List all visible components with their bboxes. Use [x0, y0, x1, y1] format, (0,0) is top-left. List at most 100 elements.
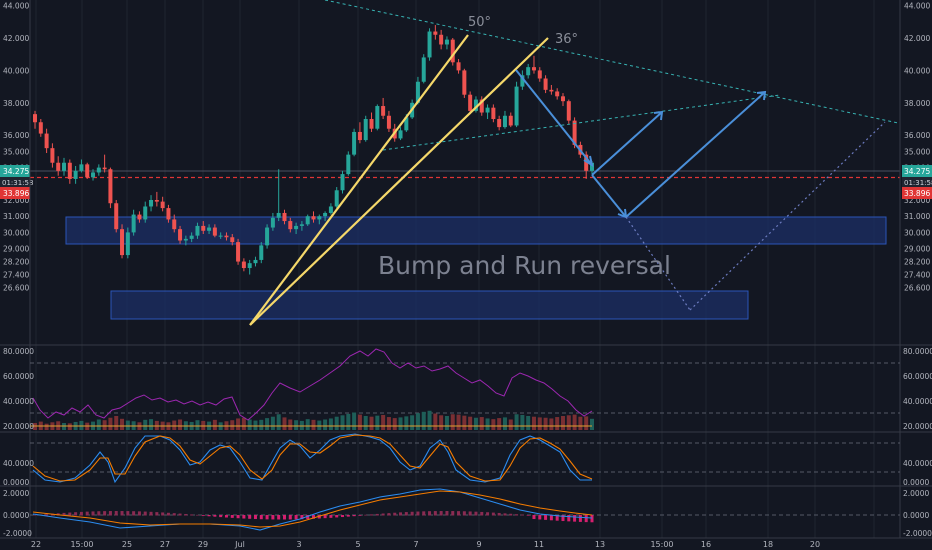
macd-bar [358, 515, 362, 516]
macd-bar [312, 515, 315, 519]
candle-body [491, 107, 496, 119]
candle-body [73, 170, 78, 179]
stochastic-pane [30, 433, 900, 484]
price-tick-left: 29.000 [3, 245, 29, 254]
macd-bar [137, 511, 141, 516]
candle [421, 54, 426, 84]
candle-body [178, 229, 183, 241]
volume-bar [410, 415, 415, 430]
candle-body [514, 86, 519, 126]
candle [560, 93, 565, 107]
candle-body [462, 70, 467, 95]
volume-bar [433, 413, 438, 430]
candle-body [537, 70, 542, 79]
volume-bar [172, 420, 177, 430]
candle [96, 164, 101, 176]
candle [398, 127, 403, 141]
candle-body [131, 214, 136, 233]
candle-body [270, 217, 275, 228]
candle [56, 156, 61, 176]
candle-body [590, 162, 594, 171]
candle-body [224, 235, 229, 238]
candle-body [154, 200, 159, 202]
macd-bar [323, 515, 327, 519]
candle [276, 169, 281, 222]
candle-body [201, 225, 206, 231]
candle-body [473, 99, 478, 111]
last-price-value: 34.275 [904, 167, 930, 176]
price-tick-left: 30.000 [3, 228, 29, 237]
level-badge [902, 187, 932, 199]
candle [555, 88, 560, 100]
dotted-projection [625, 121, 886, 311]
volume-bar [270, 416, 275, 430]
macd-bar [561, 515, 565, 522]
candle [439, 29, 444, 50]
time-tick: 15:00 [650, 540, 673, 549]
countdown-value-left: 01:31:58 [2, 179, 33, 187]
macd-bar [172, 513, 176, 516]
angle-label-36: 36° [555, 32, 578, 47]
candle-body [79, 164, 84, 171]
macd-bar [532, 515, 536, 520]
candle [73, 165, 78, 184]
volume-bar [566, 415, 571, 430]
volume-bar [102, 420, 107, 430]
candle [236, 238, 241, 265]
candle [67, 159, 72, 184]
candle [311, 211, 316, 223]
pattern-label: Bump and Run reversal [378, 251, 671, 280]
macd-bar [428, 511, 432, 516]
rsi-pane [30, 348, 900, 430]
candle-body [218, 235, 223, 237]
candle-body [375, 106, 380, 129]
svg-text:80.0000: 80.0000 [3, 347, 34, 356]
svg-text:60.0000: 60.0000 [903, 372, 932, 381]
price-tick-left: 31.000 [3, 212, 29, 221]
volume-bar [392, 418, 397, 430]
candle-body [253, 259, 258, 264]
candle-body [543, 78, 548, 90]
time-tick: 11 [534, 540, 544, 549]
volume-bar [299, 420, 304, 430]
candle [381, 97, 386, 119]
macd-bar [79, 511, 83, 516]
macd-bar [126, 511, 130, 516]
candle [456, 59, 461, 74]
macd-pane [30, 488, 900, 531]
macd-bar [184, 513, 188, 516]
macd-bar [439, 511, 443, 516]
volume-bar [404, 416, 409, 430]
volume-bar [108, 417, 113, 430]
macd-bar [201, 515, 205, 516]
candle [288, 217, 293, 233]
time-tick: 27 [160, 540, 170, 549]
candle-body [531, 67, 536, 71]
candle-body [502, 115, 507, 128]
arrow-down-2 [591, 174, 627, 218]
price-tick-right: 28.200 [904, 258, 930, 267]
candle-body [67, 162, 72, 179]
candle [143, 201, 148, 223]
macd-bar [503, 513, 507, 516]
candle-body [276, 212, 281, 218]
volume-bar [230, 420, 235, 430]
candle [450, 38, 455, 66]
macd-bar [462, 511, 466, 516]
macd-bar [132, 511, 136, 516]
candle [207, 224, 212, 235]
volume-bar [375, 415, 380, 430]
candle-body [166, 208, 171, 220]
candle [131, 209, 136, 236]
candle [328, 203, 333, 215]
volume-bar [514, 414, 519, 430]
macd-bar [399, 512, 403, 516]
price-tick-left: 26.600 [3, 283, 29, 292]
macd-bar [422, 511, 426, 516]
candle-body [120, 229, 125, 256]
candle-body [33, 114, 37, 123]
candle-body [549, 89, 554, 92]
candle [149, 195, 154, 212]
volume-bar [288, 419, 293, 430]
